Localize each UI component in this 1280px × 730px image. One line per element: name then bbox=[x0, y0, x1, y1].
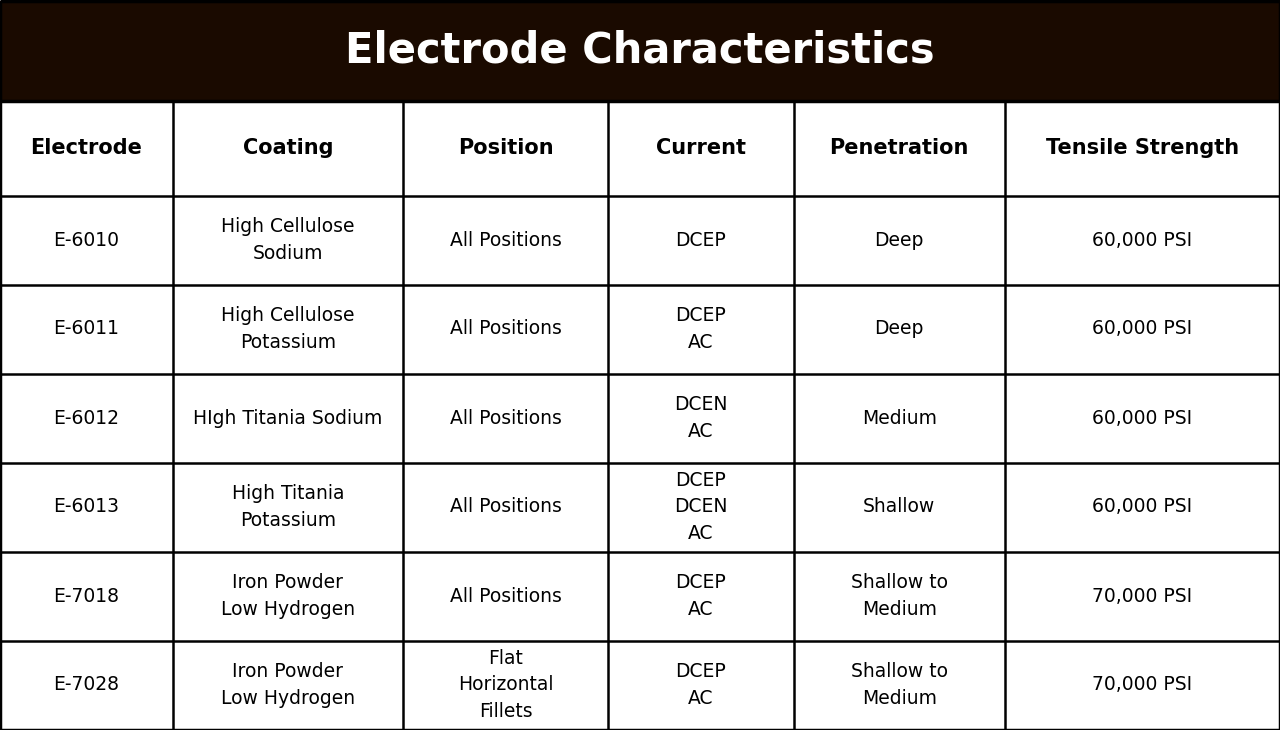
Text: DCEP
DCEN
AC: DCEP DCEN AC bbox=[675, 471, 727, 543]
Text: 70,000 PSI: 70,000 PSI bbox=[1092, 675, 1193, 694]
Text: High Titania
Potassium: High Titania Potassium bbox=[232, 484, 344, 530]
Text: Coating: Coating bbox=[243, 138, 333, 158]
Text: DCEP
AC: DCEP AC bbox=[676, 307, 726, 352]
Text: 60,000 PSI: 60,000 PSI bbox=[1092, 498, 1193, 517]
Bar bbox=[0, 374, 1280, 463]
Text: Position: Position bbox=[458, 138, 553, 158]
Text: All Positions: All Positions bbox=[449, 231, 562, 250]
Text: Deep: Deep bbox=[874, 231, 924, 250]
Text: DCEP: DCEP bbox=[676, 231, 726, 250]
Text: All Positions: All Positions bbox=[449, 320, 562, 339]
Bar bbox=[0, 196, 1280, 285]
Text: Shallow to
Medium: Shallow to Medium bbox=[851, 573, 947, 619]
Text: E-6012: E-6012 bbox=[54, 409, 119, 428]
Text: Iron Powder
Low Hydrogen: Iron Powder Low Hydrogen bbox=[221, 573, 355, 619]
Bar bbox=[0, 101, 1280, 196]
Bar bbox=[0, 640, 1280, 729]
Text: Medium: Medium bbox=[861, 409, 937, 428]
Text: E-7028: E-7028 bbox=[54, 675, 119, 694]
Text: Deep: Deep bbox=[874, 320, 924, 339]
Text: Electrode: Electrode bbox=[31, 138, 142, 158]
Text: 70,000 PSI: 70,000 PSI bbox=[1092, 586, 1193, 605]
Text: DCEN
AC: DCEN AC bbox=[675, 395, 727, 441]
Text: 60,000 PSI: 60,000 PSI bbox=[1092, 409, 1193, 428]
Text: Electrode Characteristics: Electrode Characteristics bbox=[346, 29, 934, 72]
Text: High Cellulose
Sodium: High Cellulose Sodium bbox=[221, 218, 355, 263]
Text: Shallow: Shallow bbox=[863, 498, 936, 517]
Text: DCEP
AC: DCEP AC bbox=[676, 662, 726, 708]
Text: 60,000 PSI: 60,000 PSI bbox=[1092, 320, 1193, 339]
Bar bbox=[0, 1, 1280, 101]
Bar bbox=[0, 285, 1280, 374]
Text: All Positions: All Positions bbox=[449, 586, 562, 605]
Text: 60,000 PSI: 60,000 PSI bbox=[1092, 231, 1193, 250]
Text: E-6013: E-6013 bbox=[54, 498, 119, 517]
Text: Shallow to
Medium: Shallow to Medium bbox=[851, 662, 947, 708]
Text: E-7018: E-7018 bbox=[54, 586, 119, 605]
Bar bbox=[0, 463, 1280, 551]
Text: E-6010: E-6010 bbox=[54, 231, 119, 250]
Text: DCEP
AC: DCEP AC bbox=[676, 573, 726, 619]
Text: Iron Powder
Low Hydrogen: Iron Powder Low Hydrogen bbox=[221, 662, 355, 708]
Text: Tensile Strength: Tensile Strength bbox=[1046, 138, 1239, 158]
Bar bbox=[0, 551, 1280, 640]
Text: HIgh Titania Sodium: HIgh Titania Sodium bbox=[193, 409, 383, 428]
Text: Flat
Horizontal
Fillets: Flat Horizontal Fillets bbox=[458, 649, 553, 721]
Text: Penetration: Penetration bbox=[829, 138, 969, 158]
Text: All Positions: All Positions bbox=[449, 498, 562, 517]
Text: E-6011: E-6011 bbox=[54, 320, 119, 339]
Text: All Positions: All Positions bbox=[449, 409, 562, 428]
Text: High Cellulose
Potassium: High Cellulose Potassium bbox=[221, 307, 355, 352]
Text: Current: Current bbox=[655, 138, 746, 158]
